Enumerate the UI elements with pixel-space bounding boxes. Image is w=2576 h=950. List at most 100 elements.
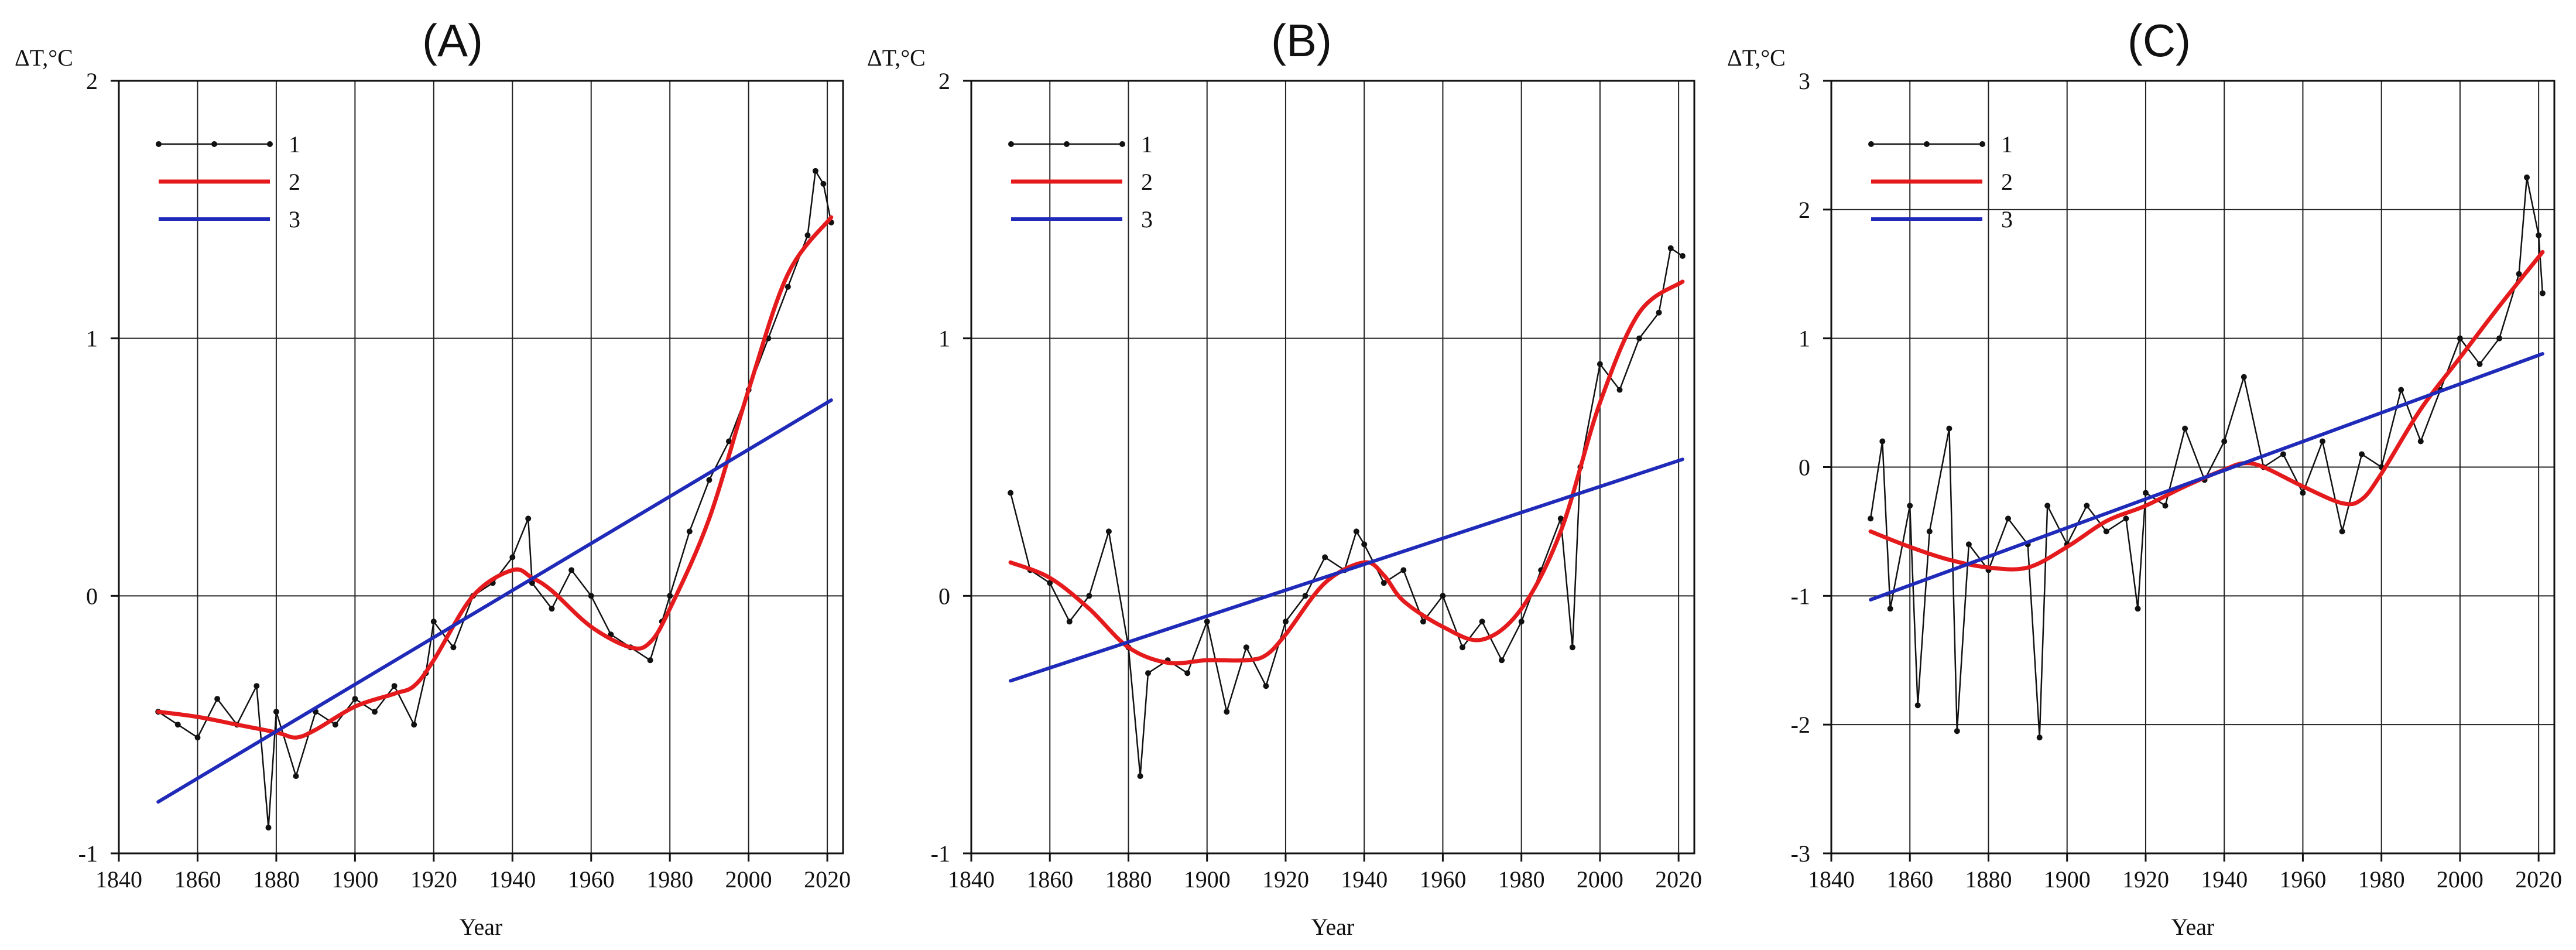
chart-b-title: (B): [1271, 15, 1332, 66]
chart-c-panel: (C) ΔT,°C 1840 1860 1880 1900 1920 1940 1960 1980…: [1727, 15, 2562, 940]
chart-c-series-1-point: [2123, 515, 2129, 522]
chart-b-series-1-point: [1679, 253, 1686, 259]
chart-b-y-tick-label: 1: [938, 326, 950, 352]
chart-b-series-1-point: [1440, 593, 1446, 599]
chart-c-series-1-point: [2496, 335, 2502, 341]
chart-c-x-tick-label: 1980: [2358, 866, 2405, 893]
chart-c-legend-marker: [1924, 141, 1930, 147]
chart-a-series-1-point: [450, 644, 457, 651]
chart-a-legend-label-1: 1: [289, 131, 300, 158]
chart-a-legend-label-2: 2: [289, 169, 300, 195]
chart-b-series-1-point: [1597, 361, 1603, 367]
chart-b-series-1-point: [1616, 387, 1623, 393]
chart-b-x-tick-label: 1920: [1262, 866, 1309, 893]
chart-c-series-2-smoothed-line: [1868, 250, 2545, 572]
chart-b-series-1-point: [1302, 593, 1308, 599]
chart-c-y-tick-label: 1: [1799, 326, 1810, 352]
chart-a-series-1-point: [430, 618, 437, 625]
chart-a-x-tick-label: 1920: [410, 866, 457, 893]
chart-c-series-1-point: [2103, 528, 2109, 535]
chart-b-series-1-line: [1009, 247, 1683, 777]
chart-a-series-1-point: [820, 180, 827, 187]
chart-a-series-1-point: [726, 438, 732, 445]
chart-a-series-1-point: [254, 683, 260, 689]
chart-c-series-1-point: [2516, 271, 2522, 277]
chart-c-x-tick-label: 2000: [2437, 866, 2483, 893]
chart-b-series-1-point: [1322, 554, 1328, 561]
chart-b-series-1-point: [1204, 618, 1210, 625]
chart-b-series-1-point: [1518, 618, 1525, 625]
chart-a-x-tick-label: 1900: [331, 866, 378, 893]
chart-b-series-1-point: [1361, 541, 1368, 548]
chart-c-x-tick-label: 1840: [1808, 866, 1855, 893]
chart-c-series-1-point: [1965, 541, 1972, 548]
chart-b-series-1-point: [1400, 567, 1407, 573]
chart-b-series-1-point: [1381, 580, 1387, 586]
chart-c-series-1-point: [1914, 702, 1921, 709]
chart-a-series-1-point: [785, 283, 791, 290]
chart-c-series-1-point: [1907, 503, 1913, 509]
chart-a-series-1-point: [293, 773, 299, 780]
chart-b-series-2-smoothed-line: [1008, 279, 1685, 666]
chart-c-series-1-point: [2182, 425, 2188, 432]
chart-a-y-tick-label: 2: [86, 68, 98, 94]
chart-a-x-axis-label: Year: [460, 914, 503, 940]
chart-a-x-tick-label: 1940: [489, 866, 536, 893]
chart-c-series-1-point: [2417, 438, 2424, 445]
chart-a-series-1-point: [647, 657, 653, 664]
chart-c-series-1-point: [2457, 335, 2463, 341]
chart-c-series-1-point: [2162, 503, 2169, 509]
chart-a-x-tick-label: 2000: [725, 866, 772, 893]
chart-a-series-3-trend-line: [156, 398, 833, 804]
chart-c-series-1-point: [2036, 734, 2043, 741]
chart-b-y-tick-label: 2: [938, 68, 950, 94]
chart-a-series-1-point: [411, 722, 417, 728]
chart-a-x-tick-label: 1880: [253, 866, 300, 893]
chart-a-series-1-point: [391, 683, 398, 689]
chart-b-series-1-point: [1420, 618, 1426, 625]
chart-b-series-1-point: [1224, 709, 1230, 715]
chart-c-series-1-point: [1954, 728, 1960, 734]
chart-a-x-tick-label: 1840: [95, 866, 142, 893]
chart-a-y-tick-label: -1: [78, 840, 98, 867]
chart-b-series-1-point: [1243, 644, 1249, 651]
chart-a-x-tick-label: 1980: [646, 866, 693, 893]
chart-b-series-1-point: [1499, 657, 1505, 664]
chart-a-title: (A): [422, 15, 483, 66]
chart-c-series-1-point: [2005, 515, 2011, 522]
chart-b-x-tick-label: 2000: [1577, 866, 1623, 893]
chart-b-legend-label-2: 2: [1141, 169, 1153, 195]
chart-c-y-axis-label: ΔT,°C: [1727, 45, 1786, 71]
chart-c-series-1-point: [2143, 490, 2149, 496]
chart-c-series-1-point: [1887, 606, 1893, 612]
chart-c-series-3-trend-line: [1869, 352, 2544, 602]
chart-a-x-tick-label: 1960: [568, 866, 615, 893]
chart-c-legend-marker: [1979, 141, 1985, 147]
chart-a-series-1-point: [686, 528, 693, 535]
chart-c-series-1-point: [2280, 451, 2286, 457]
chart-b-series-1-point: [1263, 683, 1269, 689]
chart-a-series-1-point: [525, 515, 532, 522]
chart-c-x-tick-label: 1960: [2279, 866, 2326, 893]
chart-a-series-1-point: [812, 168, 818, 174]
chart-b-x-axis-label: Year: [1311, 914, 1355, 940]
chart-c-series-1-point: [2320, 438, 2325, 445]
chart-c-x-tick-label: 1940: [2201, 866, 2248, 893]
chart-b-series-1-point: [1460, 644, 1465, 651]
chart-c-series-1-point: [2044, 503, 2051, 509]
chart-c-x-tick-label: 1900: [2044, 866, 2091, 893]
chart-b-x-tick-label: 1900: [1184, 866, 1231, 893]
chart-c-series-1-point: [2300, 490, 2306, 496]
chart-a-x-tick-label: 2020: [804, 866, 851, 893]
chart-b-series-1-point: [1184, 670, 1191, 676]
chart-b-x-tick-label: 1860: [1026, 866, 1073, 893]
chart-a-x-tick-label: 1860: [174, 866, 221, 893]
chart-a-legend: 1 2 3: [156, 131, 300, 233]
chart-b-legend-marker: [1064, 141, 1070, 147]
chart-a-y-tick-label: 0: [86, 583, 98, 609]
chart-b-series-3-trend-line: [1009, 457, 1684, 683]
chart-c-series-1-point: [2241, 374, 2247, 380]
chart-a-series-2-smoothed-line: [156, 215, 834, 740]
chart-c-series-1-point: [2221, 438, 2228, 445]
chart-b-series-1-point: [1479, 618, 1485, 625]
